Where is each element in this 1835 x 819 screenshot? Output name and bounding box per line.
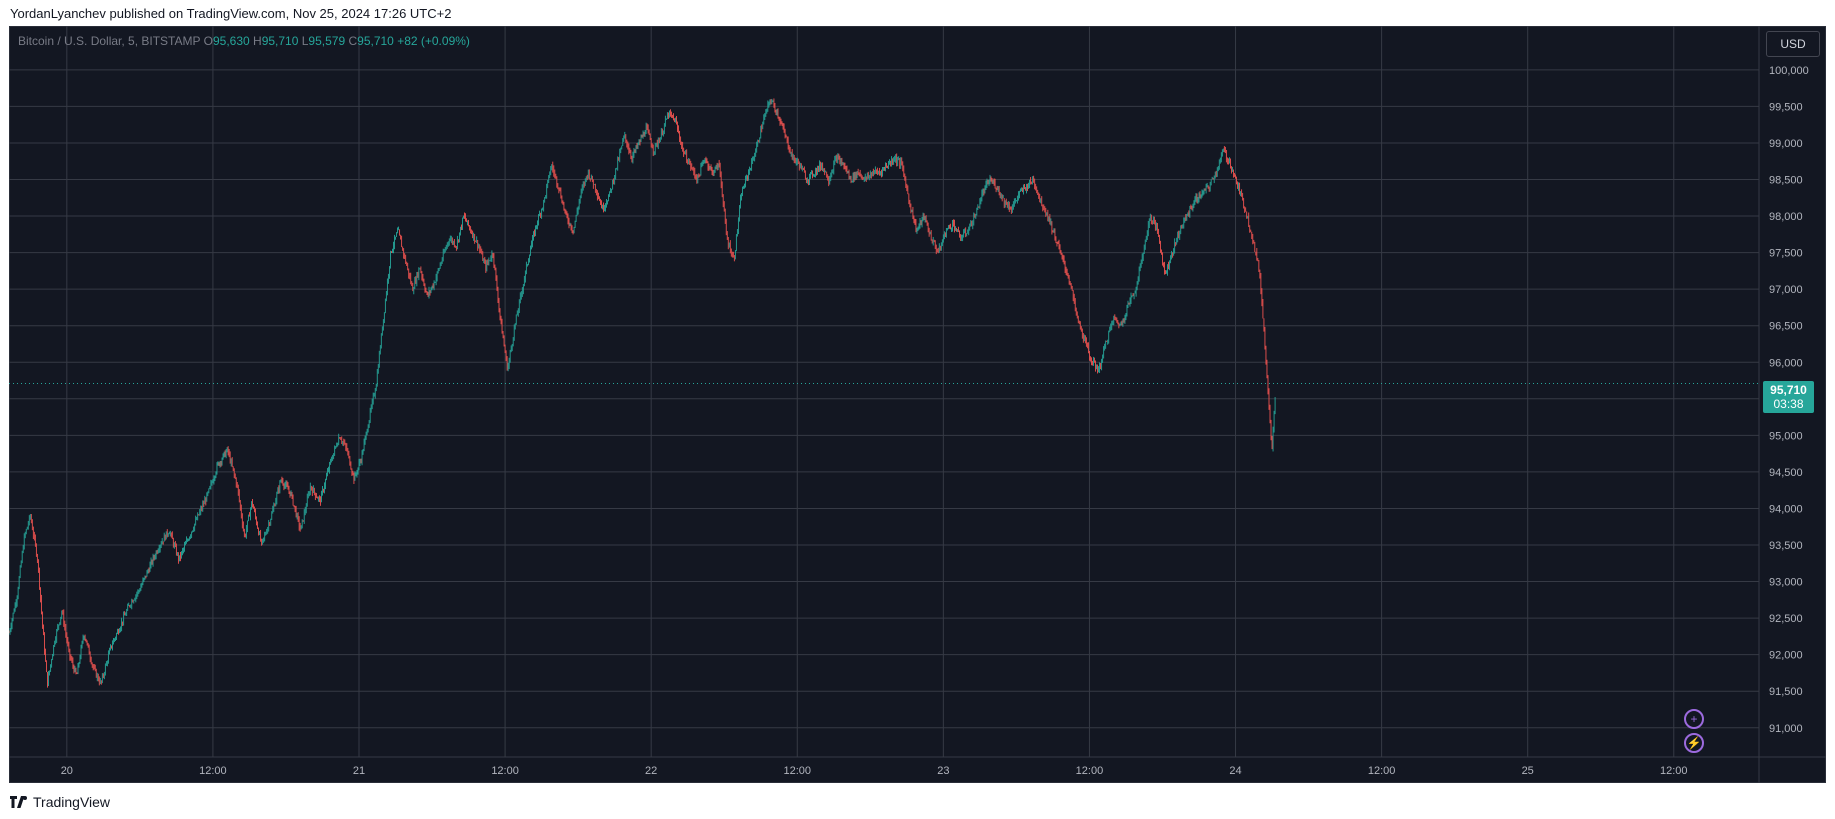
y-tick-label: 95,000 [1769, 430, 1803, 442]
x-tick-label: 12:00 [783, 765, 811, 777]
x-tick-label: 24 [1229, 765, 1241, 777]
bar-countdown: 03:38 [1773, 397, 1804, 411]
x-tick-label: 12:00 [1076, 765, 1104, 777]
time-axis: 20 12:00 21 12:00 22 12:00 23 12:00 24 12:00 25 12:… [61, 765, 1688, 777]
legend-low-label: L [301, 34, 309, 48]
y-tick-label: 97,500 [1769, 248, 1803, 260]
legend-close-label: C [348, 34, 358, 48]
tradingview-logo-icon [10, 796, 27, 808]
y-tick-label: 99,500 [1769, 101, 1803, 113]
y-tick-label: 92,000 [1769, 650, 1803, 662]
candlestick-series [9, 98, 1276, 688]
y-tick-label: 96,000 [1769, 357, 1803, 369]
x-tick-label: 12:00 [1660, 765, 1688, 777]
legend-change: +82 (+0.09%) [397, 34, 470, 48]
y-tick-label: 94,500 [1769, 467, 1803, 479]
y-tick-label: 96,500 [1769, 321, 1803, 333]
x-tick-label: 21 [353, 765, 365, 777]
plus-circle-icon[interactable]: + [1684, 709, 1704, 729]
y-tick-label: 100,000 [1769, 65, 1809, 77]
x-tick-label: 23 [937, 765, 949, 777]
y-tick-label: 93,000 [1769, 577, 1803, 589]
chart-grid [9, 26, 1759, 757]
lightning-icon[interactable]: ⚡ [1684, 733, 1704, 753]
x-tick-label: 20 [61, 765, 73, 777]
footer-brand: TradingView [33, 794, 111, 810]
price-axis: 91,000 91,500 92,000 92,500 93,000 93,500 94,0… [1769, 65, 1809, 735]
y-tick-label: 99,000 [1769, 138, 1803, 150]
last-price-value: 95,710 [1770, 383, 1807, 397]
y-tick-label: 98,500 [1769, 175, 1803, 187]
chart-pane[interactable] [9, 26, 1826, 783]
x-tick-label: 12:00 [1368, 765, 1396, 777]
x-tick-label: 25 [1522, 765, 1534, 777]
price-chart[interactable]: 91,000 91,500 92,000 92,500 93,000 93,500 94,0… [9, 26, 1826, 783]
legend-high-value: 95,710 [261, 34, 299, 48]
symbol-legend[interactable]: Bitcoin / U.S. Dollar, 5, BITSTAMP O95,6… [18, 34, 470, 48]
last-price-label: 95,710 03:38 [1763, 381, 1814, 413]
footer: TradingView [10, 794, 110, 810]
x-tick-label: 12:00 [491, 765, 519, 777]
currency-button[interactable]: USD [1766, 31, 1820, 57]
y-tick-label: 98,000 [1769, 211, 1803, 223]
legend-close-value: 95,710 [357, 34, 394, 48]
x-tick-label: 22 [645, 765, 657, 777]
legend-low-value: 95,579 [308, 34, 346, 48]
y-tick-label: 92,500 [1769, 613, 1803, 625]
legend-open-value: 95,630 [212, 34, 250, 48]
publish-header: YordanLyanchev published on TradingView.… [10, 6, 452, 21]
x-tick-label: 12:00 [199, 765, 227, 777]
legend-symbol[interactable]: Bitcoin / U.S. Dollar, 5, BITSTAMP [18, 34, 201, 48]
legend-high-label: H [253, 34, 262, 48]
y-tick-label: 97,000 [1769, 284, 1803, 296]
legend-open-label: O [203, 34, 213, 48]
y-tick-label: 93,500 [1769, 540, 1803, 552]
y-tick-label: 91,000 [1769, 723, 1803, 735]
y-tick-label: 91,500 [1769, 686, 1803, 698]
y-tick-label: 94,000 [1769, 503, 1803, 515]
